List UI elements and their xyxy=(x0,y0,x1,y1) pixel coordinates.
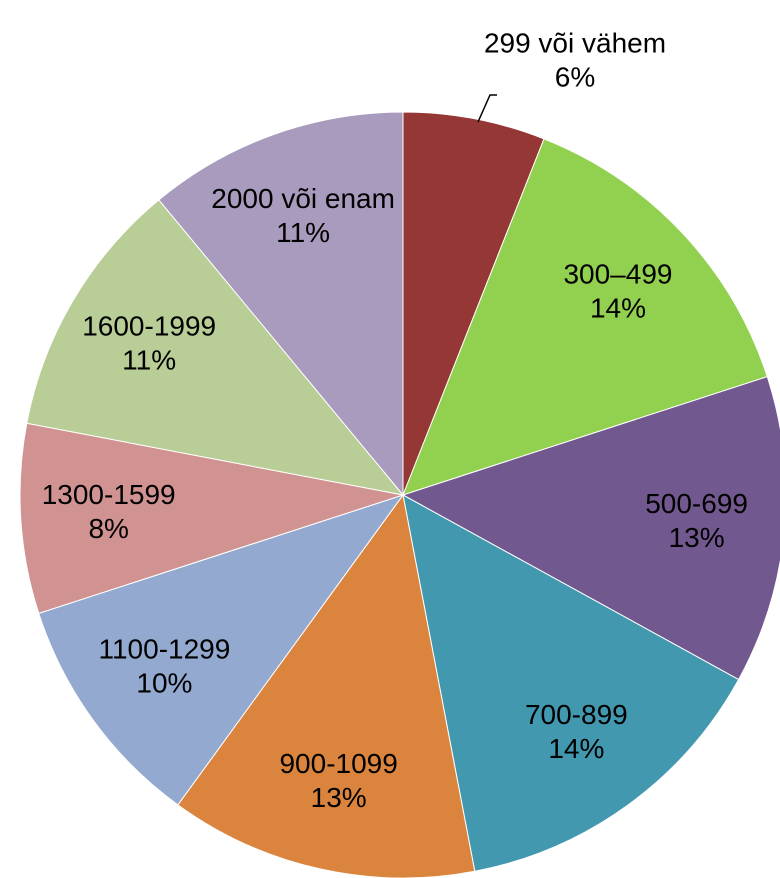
slice-label: 1100-1299 xyxy=(98,634,230,665)
slice-label: 1300-1599 xyxy=(42,479,176,510)
slice-value-label: 10% xyxy=(136,668,192,699)
pie-slice xyxy=(402,494,740,872)
slice-label: 900-1099 xyxy=(279,748,397,779)
pie-slice xyxy=(402,111,545,496)
slice-label: 1600-1999 xyxy=(82,310,216,341)
slice-label: 2000 või enam xyxy=(211,183,395,214)
pie-slice xyxy=(401,376,780,681)
slice-label: 300–499 xyxy=(563,259,672,290)
pie-slice xyxy=(38,494,405,806)
slice-value-label: 14% xyxy=(548,733,604,764)
slice-label: 700-899 xyxy=(525,699,628,730)
pie-slice xyxy=(26,199,405,496)
pie-slice xyxy=(19,422,404,614)
slice-value-label: 8% xyxy=(88,513,128,544)
slice-label: 299 või vähem xyxy=(484,27,666,58)
pie-slice xyxy=(177,493,476,878)
leader-line xyxy=(477,94,497,123)
pie-slice xyxy=(158,111,404,497)
slice-value-label: 13% xyxy=(311,782,367,813)
slice-value-label: 11% xyxy=(276,217,330,248)
slice-label: 500-699 xyxy=(645,488,748,519)
slice-value-label: 13% xyxy=(669,522,725,553)
slice-value-label: 11% xyxy=(122,344,176,375)
slice-value-label: 14% xyxy=(590,293,646,324)
slice-value-label: 6% xyxy=(555,61,595,92)
